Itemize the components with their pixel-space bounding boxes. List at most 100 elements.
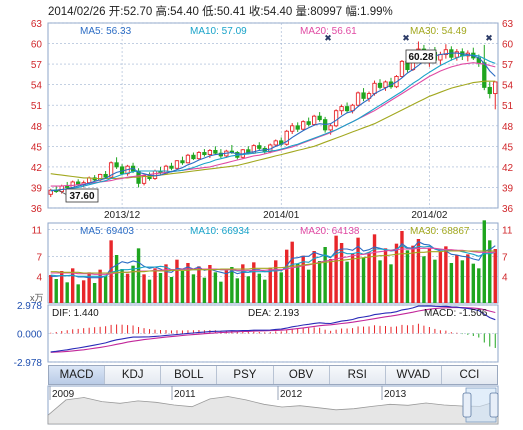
- volume-bar: [252, 262, 256, 303]
- volume-bar: [312, 251, 316, 303]
- date-tick-label: 2013/12: [104, 210, 141, 221]
- candle-body: [273, 140, 278, 146]
- marker-x-icon: ✖: [485, 33, 493, 43]
- candle-body: [306, 121, 311, 125]
- tab-boll[interactable]: BOLL: [161, 366, 218, 384]
- price-tick-left: 36: [31, 204, 43, 215]
- volume-bar: [153, 268, 157, 303]
- volume-bar: [493, 249, 497, 303]
- price-tick-left: 54: [31, 81, 43, 92]
- price-tick-left: 63: [31, 19, 43, 30]
- timeline-area: [47, 396, 499, 425]
- timeline-year-2013: 2013: [384, 389, 407, 400]
- volume-bar: [339, 243, 344, 303]
- volume-bar: [158, 273, 163, 303]
- volume-bar: [235, 278, 240, 303]
- volume-bar: [405, 250, 410, 303]
- timeline-navigator[interactable]: 2009 2011 2012 2013: [47, 385, 499, 425]
- price-ma20-line: [50, 62, 496, 187]
- volume-bar: [208, 265, 212, 303]
- volume-bar: [49, 275, 53, 303]
- price-tick-left: 51: [31, 101, 43, 112]
- candle-body: [344, 106, 350, 112]
- header-bar: 2014/02/26 开:52.70 高:54.40 低:50.41 收:54.…: [48, 4, 393, 20]
- price-tick-right: 63: [502, 19, 514, 30]
- candle-body: [301, 121, 306, 130]
- volume-tick-left: 11: [32, 226, 43, 237]
- price-tick-right: 54: [502, 81, 514, 92]
- price-grid: [48, 22, 498, 363]
- tab-rsi[interactable]: RSI: [330, 366, 386, 384]
- candle-body: [339, 106, 344, 112]
- price-ma10-line: [50, 54, 496, 191]
- volume-bar: [334, 235, 338, 303]
- candle-body: [65, 185, 70, 188]
- slider-left-handle[interactable]: [462, 392, 472, 418]
- legend-macd-dea: DEA: 2.193: [248, 308, 300, 319]
- volume-bar: [219, 281, 223, 303]
- tab-kdj[interactable]: KDJ: [105, 366, 162, 384]
- candle-body: [377, 82, 383, 88]
- volume-bar: [383, 248, 388, 303]
- volume-bar: [175, 259, 179, 303]
- timeline-year-2011: 2011: [174, 389, 196, 400]
- candle-body: [482, 62, 487, 88]
- candle-body: [185, 154, 191, 164]
- legend-macd-value: MACD: -1.506: [424, 308, 488, 319]
- volume-bar: [230, 267, 234, 303]
- tab-cci[interactable]: CCI: [459, 369, 480, 381]
- volume-bar: [263, 279, 267, 303]
- legend-macd-dif: DIF: 1.440: [52, 308, 99, 319]
- price-tick-right: 57: [502, 60, 514, 71]
- candle-body: [443, 49, 449, 55]
- volume-bar: [246, 276, 251, 303]
- legend-price-ma5: MA5: 56.33: [80, 26, 132, 37]
- volume-bars: [49, 220, 497, 303]
- volume-bar: [87, 272, 91, 303]
- header-open-label: 开:: [108, 6, 124, 18]
- tab-obv[interactable]: OBV: [274, 366, 330, 384]
- volume-bar: [131, 265, 135, 303]
- volume-ma10-line: [50, 245, 496, 277]
- timeline-year-2009: 2009: [52, 389, 75, 400]
- volume-bar: [180, 271, 185, 303]
- marker-x-icon: ✖: [402, 33, 410, 43]
- macd-tick-label: 2.978: [17, 301, 42, 312]
- candle-body: [114, 162, 119, 168]
- candle-body: [213, 149, 218, 154]
- high-price-label: 60.28: [408, 52, 433, 63]
- volume-bar: [361, 257, 366, 303]
- volume-bar: [372, 234, 377, 303]
- header-open: 52.70: [123, 6, 153, 18]
- macd-tick-label: 0.000: [17, 330, 42, 341]
- candle-body: [147, 175, 152, 179]
- volume-bar: [411, 245, 415, 303]
- tab-macd[interactable]: MACD: [49, 366, 106, 384]
- macd-dea-line: [50, 306, 496, 353]
- candle-body: [202, 152, 207, 156]
- candle-body: [399, 60, 405, 77]
- timeline-slider[interactable]: [462, 387, 499, 423]
- volume-bar: [197, 266, 201, 303]
- date-tick-label: 2014/01: [263, 210, 300, 221]
- volume-ma30-line: [50, 250, 496, 274]
- tab-wvad[interactable]: WVAD: [386, 366, 442, 384]
- volume-bar: [460, 260, 465, 303]
- price-tick-left: 60: [31, 40, 43, 51]
- candle-body: [257, 145, 262, 149]
- candle-body: [284, 130, 289, 145]
- candle-body: [196, 152, 202, 160]
- tab-psy[interactable]: PSY: [217, 366, 274, 384]
- legend-vol-ma20: MA20: 64138: [300, 226, 360, 237]
- volume-bar: [290, 241, 294, 303]
- header-low: 50.41: [216, 6, 246, 18]
- slider-right-handle[interactable]: [489, 392, 499, 418]
- volume-tick-left: 7: [36, 252, 42, 263]
- candle-body: [328, 125, 333, 131]
- volume-bar: [109, 240, 113, 303]
- volume-bar: [394, 243, 399, 303]
- price-tick-right: 51: [502, 101, 514, 112]
- range-markers: ✖ ✖ ✖: [324, 33, 493, 43]
- volume-bar: [400, 231, 404, 303]
